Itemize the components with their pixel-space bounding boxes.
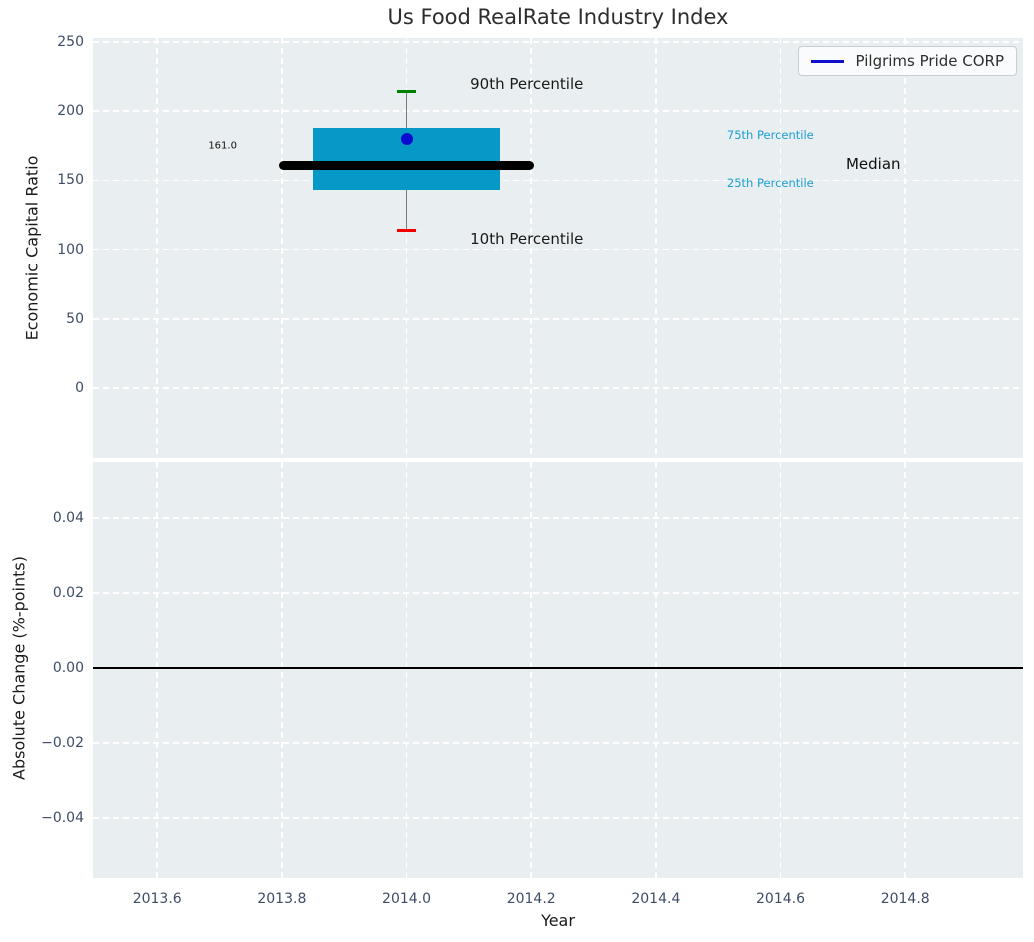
gridline-horizontal [93, 817, 1023, 819]
y-tick-label: 0 [75, 379, 84, 396]
gridline-vertical [779, 462, 782, 878]
zero-line [93, 666, 1023, 669]
y-tick-label: 50 [66, 310, 84, 327]
x-tick-label: 2013.8 [257, 891, 307, 907]
cap-10th-percentile [396, 228, 417, 232]
chart-title: Us Food RealRate Industry Index [387, 5, 729, 29]
x-tick-label: 2013.6 [132, 891, 182, 907]
y-tick-label: −0.04 [41, 809, 84, 826]
y-tick-label: 100 [57, 241, 84, 258]
annotation-text: 90th Percentile [470, 74, 584, 93]
gridline-vertical [655, 38, 657, 458]
gridline-vertical [530, 38, 532, 458]
y-tick-label: 200 [57, 103, 84, 120]
annotation-text: 75th Percentile [726, 127, 814, 142]
y-tick-label: 150 [57, 172, 84, 189]
plot-area-top: 90th Percentile 10th Percentile 75th Perce… [93, 38, 1023, 458]
plot-area-bottom [93, 462, 1023, 878]
gridline-vertical [281, 462, 283, 878]
gridline-vertical [655, 462, 657, 878]
gridline-vertical [779, 38, 782, 458]
gridline-vertical [281, 38, 283, 458]
gridline-vertical [156, 38, 158, 458]
gridline-horizontal [93, 110, 1023, 112]
y-tick-label: 0.02 [52, 584, 84, 601]
gridline-vertical [405, 462, 408, 878]
y-tick-label: −0.02 [41, 734, 84, 751]
median-line [278, 160, 535, 170]
x-tick-label: 2014.2 [506, 891, 556, 907]
legend-label: Pilgrims Pride CORP [855, 52, 1004, 70]
annotation-text: Median [845, 154, 901, 173]
company-data-point [400, 132, 413, 145]
legend-box: Pilgrims Pride CORP [797, 46, 1017, 76]
x-tick-label: 2014.4 [631, 891, 681, 907]
gridline-horizontal [93, 517, 1023, 519]
gridline-horizontal [93, 248, 1023, 251]
annotation-text: 161.0 [208, 140, 237, 152]
gridline-vertical [904, 38, 906, 458]
gridline-horizontal [93, 317, 1023, 320]
gridline-horizontal [93, 41, 1023, 43]
gridline-horizontal [93, 592, 1023, 594]
y-tick-label: 0.00 [52, 659, 84, 676]
y-tick-label: 250 [57, 34, 84, 50]
annotation-text: 25th Percentile [726, 176, 814, 191]
gridline-vertical [405, 38, 408, 458]
gridline-vertical [156, 462, 158, 878]
cap-90th-percentile [396, 90, 417, 94]
x-axis-label: Year [541, 911, 575, 930]
annotation-text: 10th Percentile [470, 229, 584, 248]
gridline-vertical [904, 462, 906, 878]
x-tick-label: 2014.0 [382, 891, 432, 907]
gridline-horizontal [93, 179, 1023, 182]
gridline-vertical [530, 462, 532, 878]
gridline-horizontal [93, 742, 1023, 744]
x-tick-label: 2014.8 [880, 891, 930, 907]
legend-line-swatch-icon [810, 59, 844, 63]
x-tick-label: 2014.6 [756, 891, 806, 907]
gridline-horizontal [93, 387, 1023, 389]
y-tick-label: 0.04 [52, 509, 84, 526]
